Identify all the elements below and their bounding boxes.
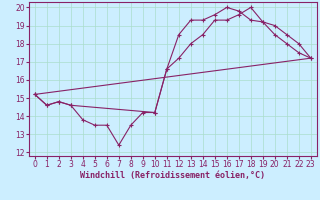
- X-axis label: Windchill (Refroidissement éolien,°C): Windchill (Refroidissement éolien,°C): [80, 171, 265, 180]
